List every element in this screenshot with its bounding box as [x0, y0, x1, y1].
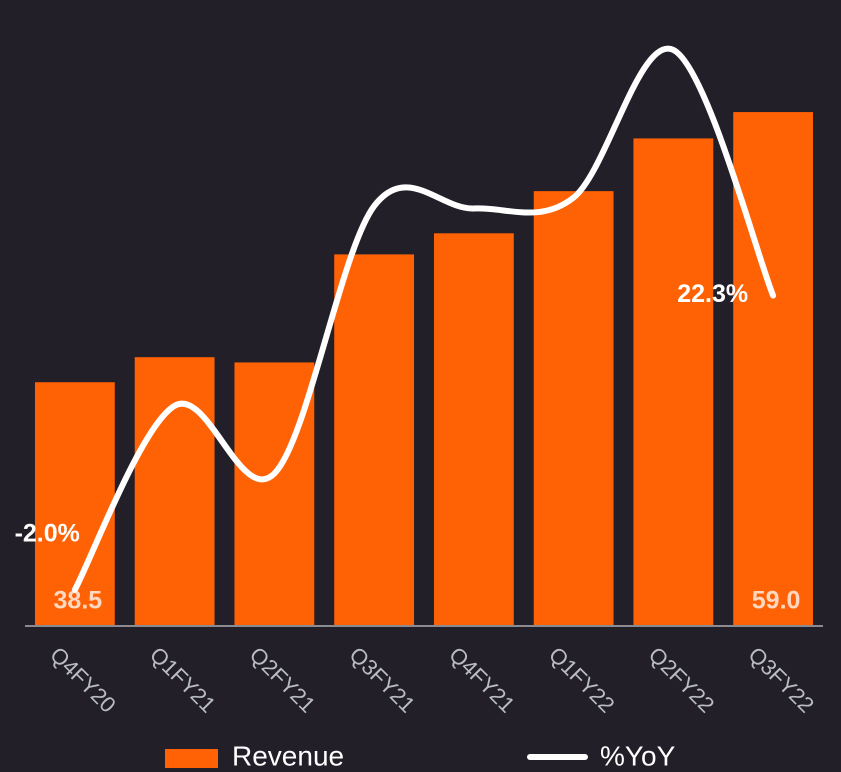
x-tick-label: Q2FY22 — [644, 642, 720, 718]
bar — [334, 254, 415, 627]
bar — [733, 112, 814, 627]
legend-label: Revenue — [232, 740, 344, 771]
legend-swatch — [165, 749, 218, 768]
bar — [633, 138, 714, 626]
x-tick-label: Q1FY21 — [145, 642, 221, 718]
yoy-line — [71, 45, 777, 593]
line-value-label: 22.3% — [677, 280, 748, 308]
bar — [234, 362, 315, 626]
bar — [533, 191, 614, 626]
bar — [433, 233, 514, 626]
legend-label: %YoY — [600, 740, 676, 771]
bar-value-label: 38.5 — [54, 587, 103, 615]
x-tick-label: Q3FY21 — [344, 642, 420, 718]
x-tick-label: Q3FY22 — [743, 642, 819, 718]
x-tick-label: Q1FY22 — [544, 642, 620, 718]
bar-value-label: 59.0 — [752, 587, 801, 615]
x-tick-label: Q4FY21 — [444, 642, 520, 718]
line-value-label: -2.0% — [15, 519, 80, 547]
x-tick-label: Q2FY21 — [245, 642, 321, 718]
bar — [134, 357, 215, 626]
x-tick-label: Q4FY20 — [45, 642, 121, 718]
